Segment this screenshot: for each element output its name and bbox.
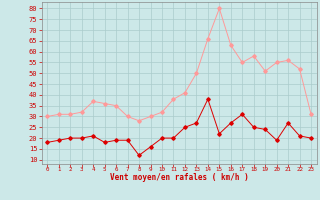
X-axis label: Vent moyen/en rafales ( km/h ): Vent moyen/en rafales ( km/h ): [110, 173, 249, 182]
